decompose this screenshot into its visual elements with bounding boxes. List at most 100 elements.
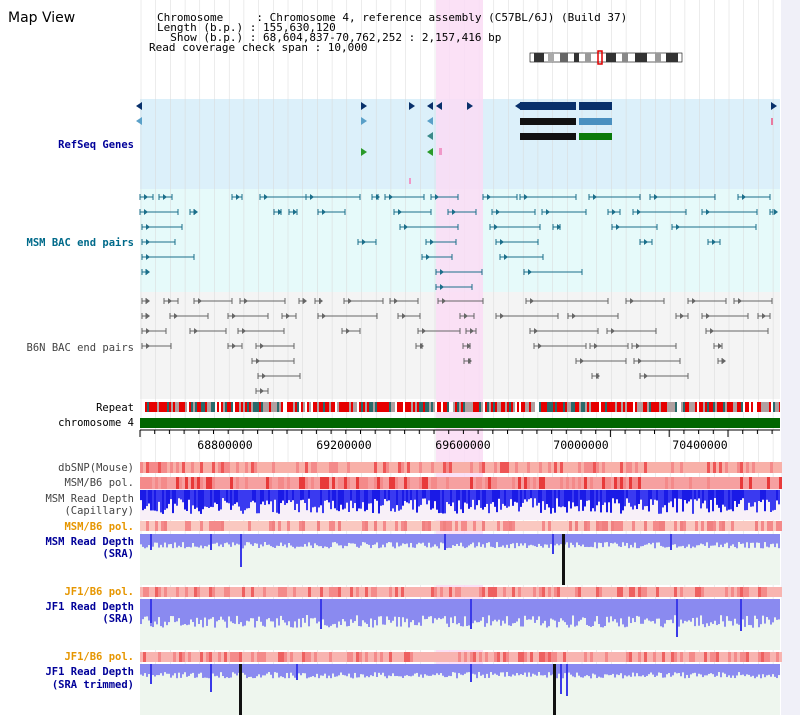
refseq-genes-track[interactable] <box>136 102 777 184</box>
heat-cell <box>206 652 209 662</box>
depth-bar <box>254 664 256 679</box>
depth-bar <box>208 599 210 620</box>
depth-bar <box>266 599 268 620</box>
depth-bar <box>608 490 610 503</box>
depth-bar <box>140 490 142 501</box>
depth-bar <box>778 664 780 676</box>
depth-bar <box>176 664 178 679</box>
depth-bar <box>276 599 278 619</box>
depth-bar <box>528 490 530 500</box>
heat-cell <box>470 521 473 531</box>
repeat-segment <box>509 402 511 412</box>
depth-bar <box>366 664 368 677</box>
heat-cell <box>455 587 458 597</box>
track-label-msm-b6-pol-1[interactable]: MSM/B6 pol. <box>64 477 134 489</box>
depth-bar <box>384 490 386 499</box>
depth-bar <box>262 490 264 502</box>
heat-cell <box>200 462 203 473</box>
heat-cell <box>359 652 362 662</box>
depth-bar <box>672 599 674 624</box>
b6n-bac-track[interactable] <box>141 298 773 394</box>
track-label-dbsnp[interactable]: dbSNP(Mouse) <box>58 462 134 474</box>
track-label-msm-depth-cap-1[interactable]: MSM Read Depth <box>45 493 134 505</box>
depth-bar <box>684 534 686 549</box>
heat-cell <box>218 652 221 662</box>
heat-cell <box>584 587 587 597</box>
heat-cell <box>470 477 473 489</box>
depth-bar <box>412 599 414 621</box>
heat-cell <box>605 587 608 597</box>
heat-cell <box>371 462 374 473</box>
track-label-jf1-depth-trim-1[interactable]: JF1 Read Depth <box>45 666 134 678</box>
heat-cell <box>599 652 602 662</box>
heat-cell <box>458 477 461 489</box>
heat-cell <box>302 521 305 531</box>
heat-cell <box>761 587 764 597</box>
heat-cell <box>569 652 572 662</box>
track-label-refseq[interactable]: RefSeq Genes <box>58 139 134 151</box>
depth-bar <box>450 534 452 548</box>
track-label-msm-b6-pol-2[interactable]: MSM/B6 pol. <box>64 521 134 533</box>
depth-bar <box>288 490 290 501</box>
depth-bar <box>514 599 516 623</box>
depth-bar <box>734 490 736 502</box>
depth-bar <box>610 664 612 676</box>
chromosome-ideogram[interactable] <box>529 50 683 65</box>
depth-bar <box>464 664 466 674</box>
track-label-jf1-b6-pol-2[interactable]: JF1/B6 pol. <box>64 651 134 663</box>
depth-bar <box>370 599 372 619</box>
repeat-segment <box>233 402 235 412</box>
depth-bar <box>462 490 464 514</box>
depth-bar <box>664 664 666 678</box>
scroll-bar-right[interactable] <box>781 0 800 715</box>
heat-cell <box>395 477 398 489</box>
depth-bar <box>416 490 418 513</box>
depth-bar <box>380 599 382 617</box>
heat-cell <box>746 652 749 662</box>
repeat-segment <box>671 402 673 412</box>
depth-bar <box>654 664 656 677</box>
heat-cell <box>224 462 227 473</box>
bac-pair-arrow <box>538 343 542 349</box>
depth-bar <box>294 490 296 511</box>
track-label-msm-bac[interactable]: MSM BAC end pairs <box>26 237 134 249</box>
heat-cell <box>173 477 176 489</box>
track-label-repeat[interactable]: Repeat <box>96 402 134 414</box>
depth-bar <box>268 599 270 619</box>
track-label-jf1-b6-pol-1[interactable]: JF1/B6 pol. <box>64 586 134 598</box>
heat-cell <box>461 477 464 489</box>
heat-cell <box>242 521 245 531</box>
depth-bar <box>348 534 350 543</box>
heat-cell <box>533 477 536 489</box>
depth-bar <box>712 490 714 512</box>
depth-bar <box>744 490 746 511</box>
depth-bar <box>662 664 664 678</box>
depth-bar <box>346 664 348 677</box>
depth-bar <box>212 534 214 544</box>
depth-bar <box>468 534 470 546</box>
bac-pair-arrow <box>389 194 393 200</box>
heat-cell <box>197 652 200 662</box>
heat-cell <box>266 521 269 531</box>
heat-cell <box>293 477 296 489</box>
depth-bar <box>420 664 422 675</box>
msm-bac-track[interactable] <box>139 194 778 290</box>
heat-cell <box>749 652 752 662</box>
depth-bar <box>650 599 652 622</box>
heat-cell <box>500 587 503 597</box>
heat-cell <box>548 521 551 531</box>
heat-cell <box>707 587 710 597</box>
heat-cell <box>455 521 458 531</box>
heat-cell <box>143 652 146 662</box>
track-label-jf1-depth-sra-1[interactable]: JF1 Read Depth <box>45 601 134 613</box>
heat-cell <box>722 587 725 597</box>
depth-bar <box>526 664 528 677</box>
track-label-b6n-bac[interactable]: B6N BAC end pairs <box>26 342 134 354</box>
heat-cell <box>170 477 173 489</box>
heat-cell <box>611 477 614 489</box>
track-label-msm-depth-sra-1[interactable]: MSM Read Depth <box>45 536 134 548</box>
track-label-chromosome[interactable]: chromosome 4 <box>58 417 134 429</box>
heat-cell <box>266 652 269 662</box>
heat-cell <box>629 521 632 531</box>
depth-bar <box>778 490 780 505</box>
